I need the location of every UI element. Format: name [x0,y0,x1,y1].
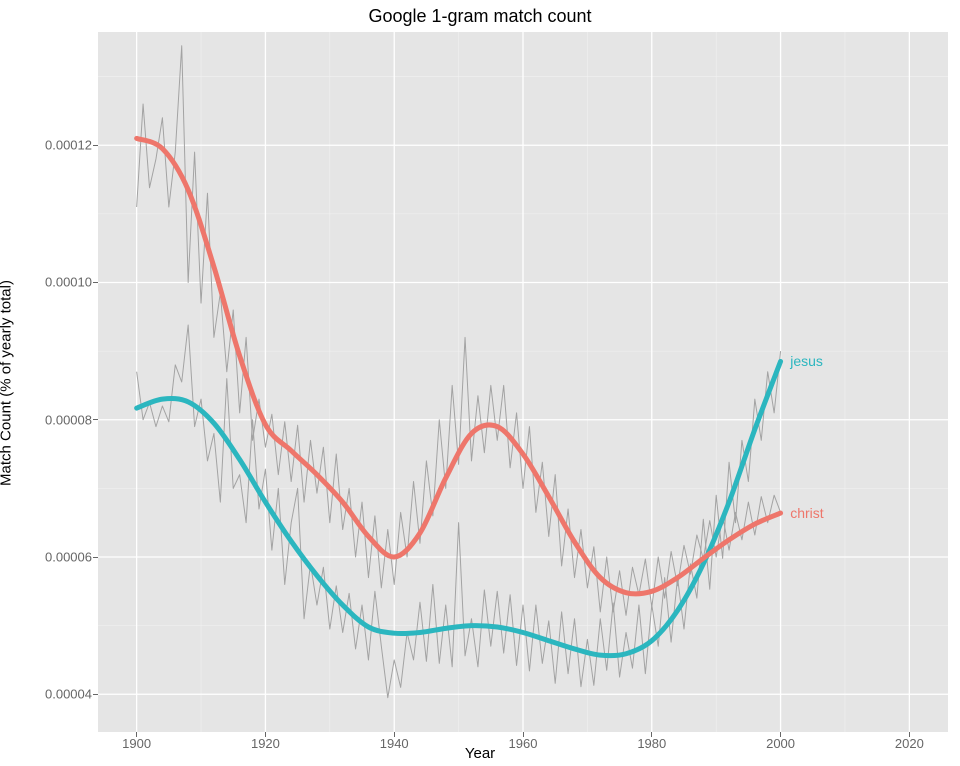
y-tick-label: 0.00012 [45,138,98,153]
y-tick-label: 0.00004 [45,687,98,702]
plot-svg [98,32,948,732]
x-tick-mark [651,732,652,737]
chart-title: Google 1-gram match count [0,6,960,27]
series-label-christ: christ [790,505,823,521]
y-axis-label: Match Count (% of yearly total) [0,280,15,486]
x-tick-mark [780,732,781,737]
y-tick-mark [93,282,98,283]
x-tick-mark [265,732,266,737]
y-tick-mark [93,419,98,420]
y-tick-mark [93,694,98,695]
y-tick-mark [93,557,98,558]
y-tick-label: 0.00006 [45,550,98,565]
y-tick-label: 0.00008 [45,412,98,427]
y-tick-label: 0.00010 [45,275,98,290]
plot-panel: 0.000040.000060.000080.000100.0001219001… [98,32,948,732]
x-tick-mark [394,732,395,737]
y-tick-mark [93,145,98,146]
x-tick-mark [523,732,524,737]
x-tick-mark [136,732,137,737]
x-tick-mark [909,732,910,737]
chart-container: Google 1-gram match count Match Count (%… [0,0,960,766]
series-label-jesus: jesus [790,353,823,369]
